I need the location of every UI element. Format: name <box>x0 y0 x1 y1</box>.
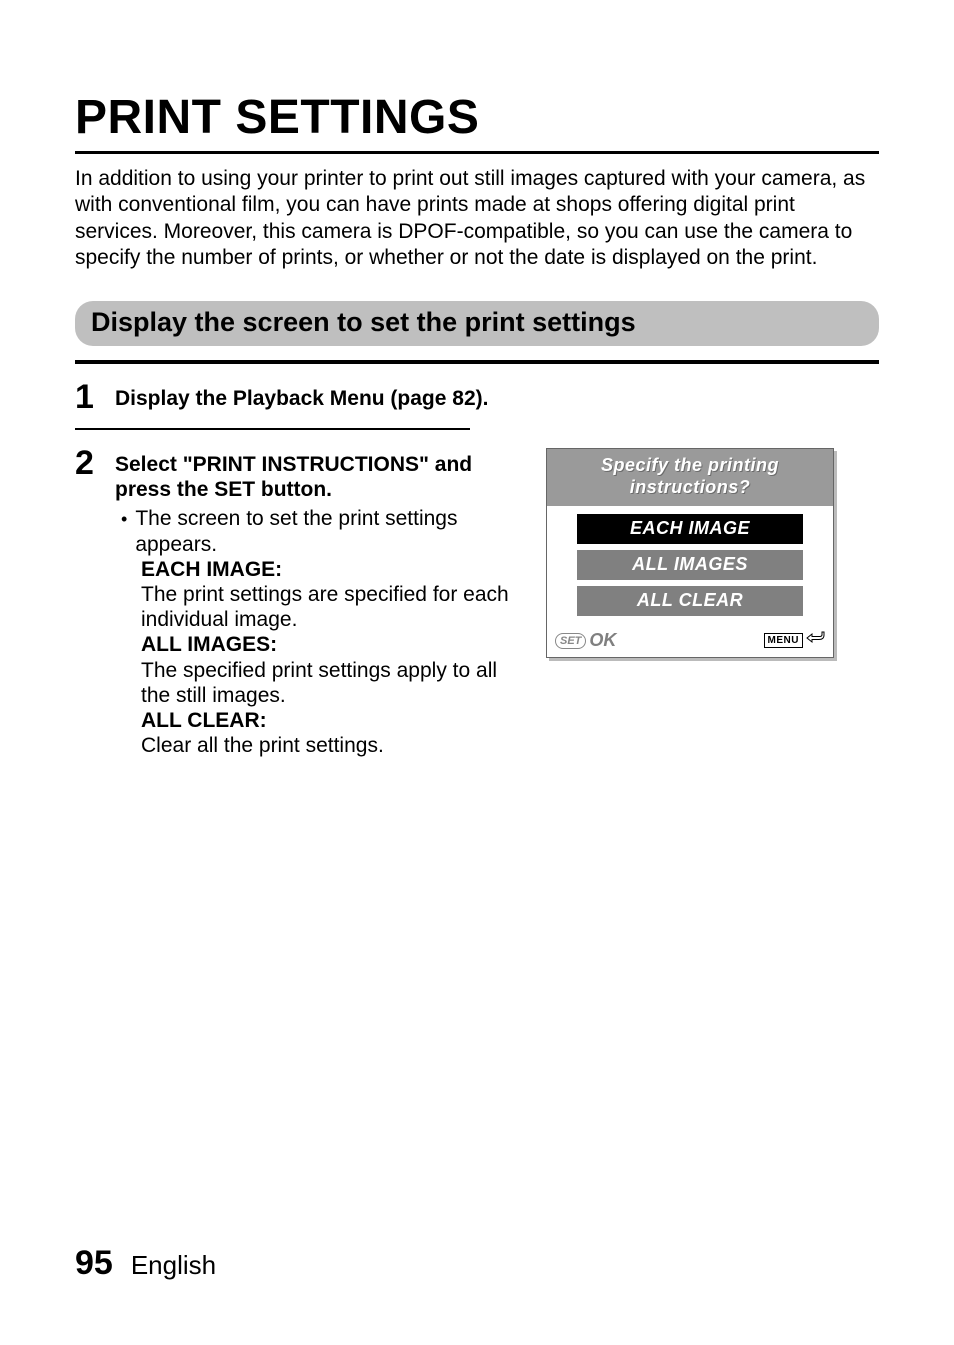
opt-all-images: ALL IMAGES: The specified print settings… <box>141 632 520 708</box>
step-2: 2 Select "PRINT INSTRUCTIONS" and press … <box>75 448 879 758</box>
lcd-prompt: Specify the printing instructions? <box>547 449 833 506</box>
lcd-prompt-line2: instructions? <box>551 477 829 499</box>
page-title: PRINT SETTINGS <box>75 90 879 154</box>
lcd-menu-badge: MENU <box>764 631 825 650</box>
step-2-bullet-row: The screen to set the print settings app… <box>115 506 520 556</box>
page-number: 95 <box>75 1244 113 1283</box>
lcd-prompt-line1: Specify the printing <box>551 455 829 477</box>
set-icon: SET <box>555 633 586 649</box>
return-icon <box>805 631 825 650</box>
step-2-header: Select "PRINT INSTRUCTIONS" and press th… <box>115 452 520 502</box>
opt-all-images-desc: The specified print settings apply to al… <box>141 658 520 708</box>
lcd-options: EACH IMAGE ALL IMAGES ALL CLEAR <box>547 506 833 628</box>
opt-all-images-label: ALL IMAGES: <box>141 632 520 657</box>
lcd-set-ok: SET OK <box>555 630 616 651</box>
language-label: English <box>131 1250 216 1281</box>
step-1-header: Display the Playback Menu (page 82). <box>115 387 488 410</box>
step-1-body: Display the Playback Menu (page 82). <box>115 382 879 411</box>
opt-all-clear-desc: Clear all the print settings. <box>141 733 520 758</box>
page-footer: 95 English <box>75 1244 216 1283</box>
opt-each-image-label: EACH IMAGE: <box>141 557 520 582</box>
manual-page: PRINT SETTINGS In addition to using your… <box>0 0 954 1345</box>
opt-all-clear: ALL CLEAR: Clear all the print settings. <box>141 708 520 758</box>
lcd-screen: Specify the printing instructions? EACH … <box>546 448 834 658</box>
lcd-footer: SET OK MENU <box>547 628 833 657</box>
step-2-number: 2 <box>75 446 115 480</box>
intro-paragraph: In addition to using your printer to pri… <box>75 166 879 271</box>
step-2-row: Select "PRINT INSTRUCTIONS" and press th… <box>115 448 834 758</box>
step-2-options: EACH IMAGE: The print settings are speci… <box>115 557 520 759</box>
section-divider <box>75 360 879 364</box>
menu-icon: MENU <box>764 633 803 648</box>
opt-each-image: EACH IMAGE: The print settings are speci… <box>141 557 520 633</box>
step-2-bullet: The screen to set the print settings app… <box>135 506 520 556</box>
step-separator <box>75 428 470 430</box>
bullet-icon <box>121 506 127 556</box>
section-heading: Display the screen to set the print sett… <box>75 301 879 346</box>
step-1: 1 Display the Playback Menu (page 82). <box>75 382 879 414</box>
opt-all-clear-label: ALL CLEAR: <box>141 708 520 733</box>
section-heading-wrap: Display the screen to set the print sett… <box>75 301 879 346</box>
lcd-option-each-image: EACH IMAGE <box>577 514 803 544</box>
lcd-option-all-images: ALL IMAGES <box>577 550 803 580</box>
lcd-option-all-clear: ALL CLEAR <box>577 586 803 616</box>
ok-label: OK <box>589 630 616 651</box>
step-1-number: 1 <box>75 380 115 414</box>
opt-each-image-desc: The print settings are specified for eac… <box>141 582 520 632</box>
step-2-body: Select "PRINT INSTRUCTIONS" and press th… <box>115 448 520 758</box>
